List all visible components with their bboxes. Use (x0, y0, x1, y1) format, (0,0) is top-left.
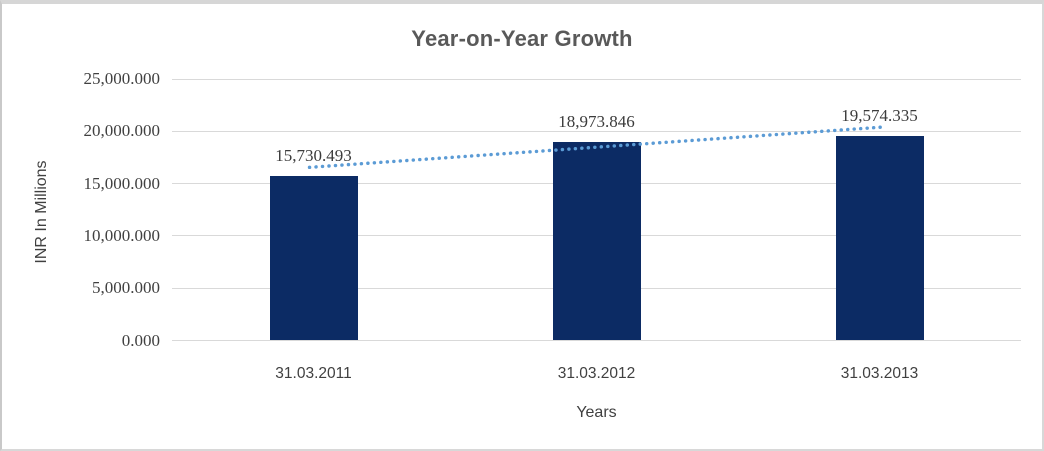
bar-31.03.2011 (269, 175, 358, 341)
gridline (172, 340, 1021, 341)
y-axis-tick-label: 10,000.000 (83, 225, 161, 245)
data-label: 15,730.493 (275, 145, 352, 165)
x-axis-tick-label: 31.03.2012 (557, 364, 636, 382)
data-label: 19,574.335 (841, 105, 918, 125)
gridline (172, 78, 1021, 80)
data-label: 18,973.846 (558, 112, 635, 132)
chart-title: Year-on-Year Growth (411, 26, 633, 51)
y-axis-tick-label: 0.000 (121, 330, 160, 350)
x-axis-tick-label: 31.03.2013 (840, 364, 919, 382)
bar-31.03.2012 (552, 142, 641, 341)
y-axis-tick-label: 15,000.000 (83, 173, 161, 193)
y-axis-tick-label: 5,000.000 (92, 278, 160, 298)
y-axis-tick-label: 25,000.000 (83, 69, 161, 88)
x-axis-tick-label: 31.03.2011 (275, 364, 352, 382)
bar-31.03.2013 (835, 135, 924, 341)
y-axis-tick-label: 20,000.000 (83, 121, 161, 141)
x-axis-title: Years (576, 404, 617, 421)
